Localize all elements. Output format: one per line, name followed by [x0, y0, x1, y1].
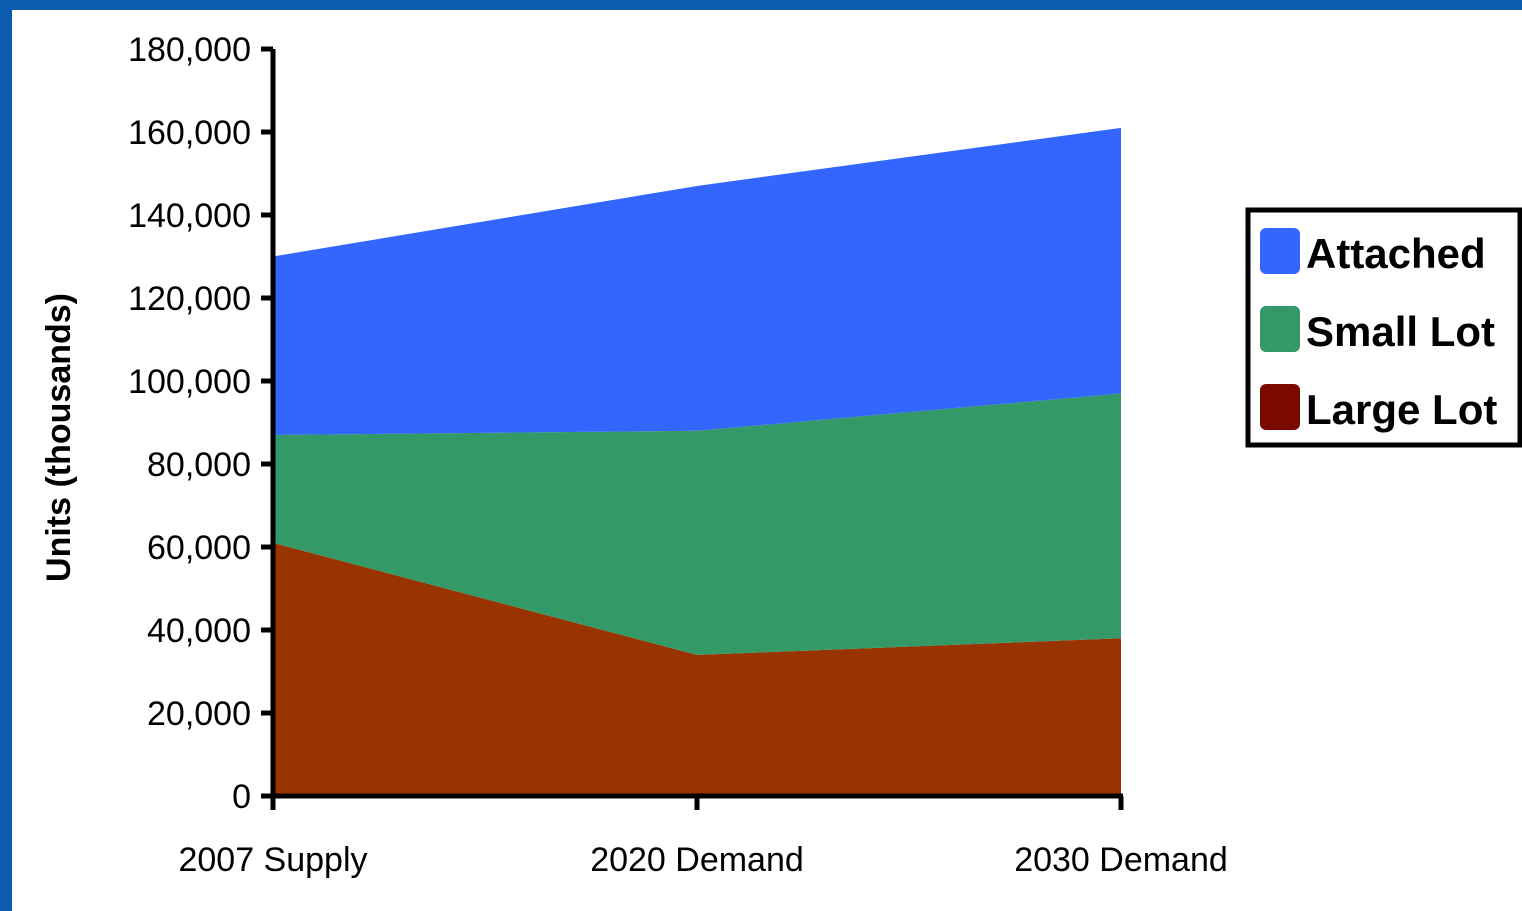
- y-ticks-group: 0 20,000 40,000 60,000 80,000 100,000 120,000 1…: [128, 31, 273, 816]
- legend-label-large-lot: Large Lot: [1306, 386, 1497, 433]
- y-tick-label: 180,000: [128, 31, 251, 69]
- x-tick-label: 2030 Demand: [1014, 841, 1228, 879]
- stacked-area-chart: 0 20,000 40,000 60,000 80,000 100,000 120,000 1…: [40, 31, 1522, 879]
- y-tick-label: 80,000: [147, 446, 251, 484]
- legend-swatch-attached: [1260, 228, 1300, 274]
- legend-label-small-lot: Small Lot: [1306, 308, 1495, 355]
- legend-swatch-large-lot: [1260, 384, 1300, 430]
- y-tick-label: 20,000: [147, 695, 251, 733]
- area-large-lot: [273, 542, 1121, 796]
- y-tick-label: 40,000: [147, 612, 251, 650]
- y-tick-label: 0: [232, 778, 251, 816]
- area-series-group: [273, 127, 1121, 796]
- y-tick-label: 120,000: [128, 280, 251, 318]
- y-tick-label: 60,000: [147, 529, 251, 567]
- x-tick-label: 2007 Supply: [178, 841, 367, 879]
- y-axis-title: Units (thousands): [40, 293, 78, 582]
- y-tick-label: 100,000: [128, 363, 251, 401]
- y-tick-label: 140,000: [128, 197, 251, 235]
- area-small-lot: [273, 393, 1121, 655]
- y-tick-label: 160,000: [128, 114, 251, 152]
- chart-frame: 0 20,000 40,000 60,000 80,000 100,000 120,000 1…: [12, 10, 1522, 911]
- x-ticks-group: 2007 Supply 2020 Demand 2030 Demand: [178, 796, 1228, 879]
- area-attached: [273, 127, 1121, 435]
- x-tick-label: 2020 Demand: [590, 841, 804, 879]
- legend: Attached Small Lot Large Lot: [1245, 207, 1522, 448]
- legend-label-attached: Attached: [1306, 230, 1486, 277]
- legend-swatch-small-lot: [1260, 306, 1300, 352]
